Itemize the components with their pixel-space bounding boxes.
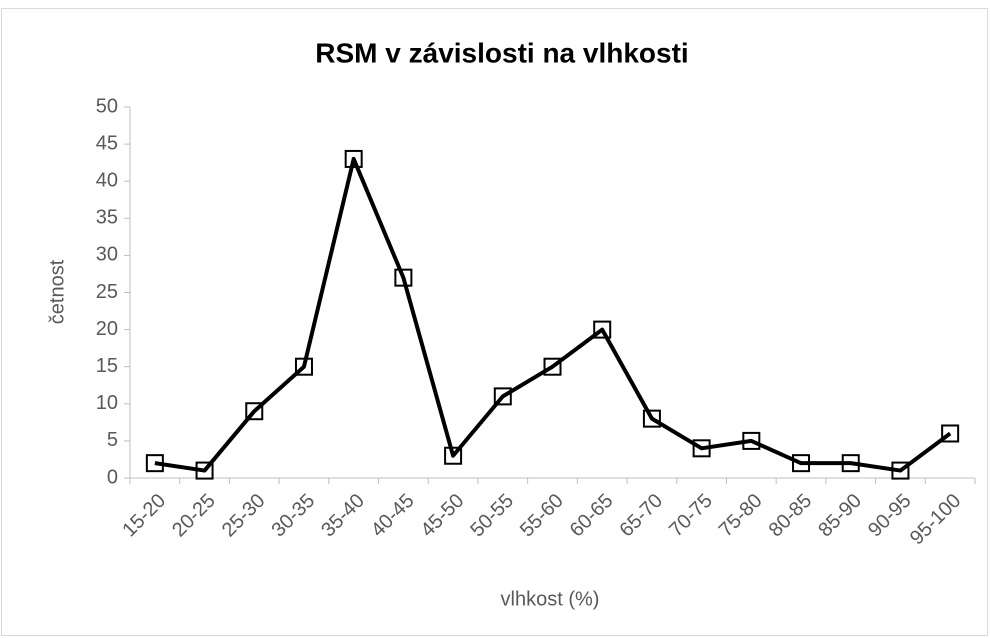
marker	[692, 439, 711, 458]
marker	[394, 268, 413, 287]
marker	[642, 409, 661, 428]
chart-border	[1, 8, 988, 636]
x-axis-title: vlhkost (%)	[501, 588, 600, 610]
y-tick-label: 15	[96, 355, 118, 377]
y-axis-title: četnost	[46, 259, 68, 324]
y-tick-label: 25	[96, 281, 118, 303]
marker	[543, 357, 562, 376]
chart-title: RSM v závislosti na vlhkosti	[315, 37, 688, 68]
y-tick-label: 20	[96, 318, 118, 340]
marker	[444, 446, 463, 465]
y-tick-label: 45	[96, 132, 118, 154]
marker	[792, 454, 811, 473]
y-tick-label: 5	[107, 429, 118, 451]
y-tick-label: 10	[96, 392, 118, 414]
y-tick-label: 40	[96, 169, 118, 191]
marker	[742, 431, 761, 450]
y-tick-label: 35	[96, 207, 118, 229]
y-tick-label: 0	[107, 466, 118, 488]
y-tick-label: 50	[96, 95, 118, 117]
y-tick-label: 30	[96, 244, 118, 266]
marker	[145, 454, 164, 473]
marker	[593, 320, 612, 339]
line	[154, 156, 952, 473]
marker	[245, 402, 264, 421]
marker	[195, 461, 214, 480]
marker	[941, 424, 960, 443]
marker	[344, 149, 363, 168]
marker	[891, 461, 910, 480]
marker	[841, 454, 860, 473]
marker	[294, 357, 313, 376]
marker	[493, 387, 512, 406]
